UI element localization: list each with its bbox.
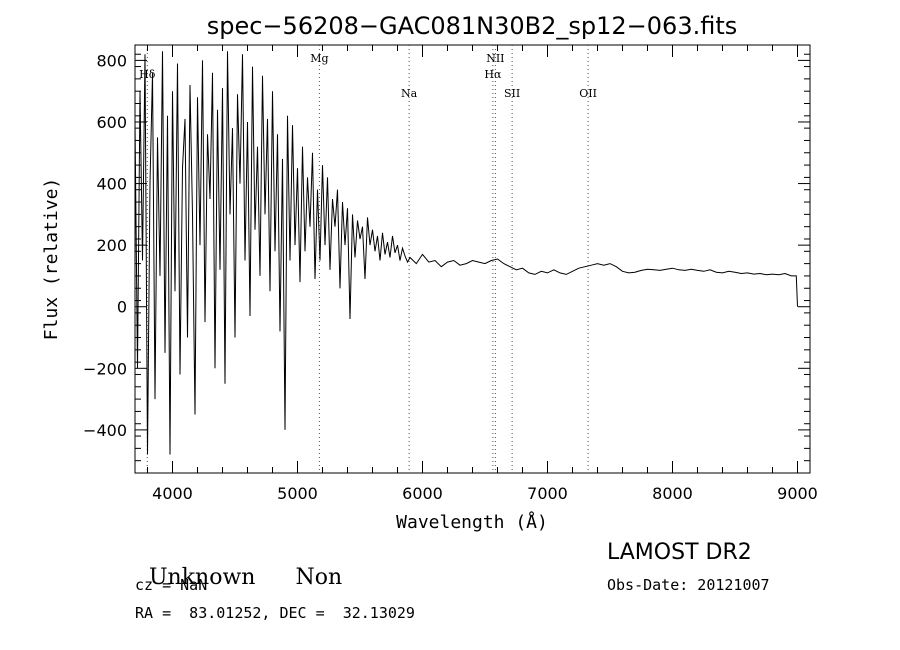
class-label: Unknown xyxy=(149,565,256,590)
line-label: Hδ xyxy=(139,68,156,81)
y-tick-label: 200 xyxy=(96,236,127,255)
classification: Unknown Non xyxy=(135,540,342,590)
y-tick-label: −400 xyxy=(83,421,127,440)
spectrum-line xyxy=(134,51,798,455)
line-label: Na xyxy=(401,87,418,100)
line-label: NII xyxy=(486,52,504,65)
y-tick-label: 800 xyxy=(96,51,127,70)
x-tick-label: 9000 xyxy=(777,484,818,503)
line-label: Hα xyxy=(484,68,502,81)
line-label: SII xyxy=(504,87,520,100)
line-label: OII xyxy=(579,87,597,100)
subclass-label: Non xyxy=(295,565,343,590)
coordinates-text: RA = 83.01252, DEC = 32.13029 xyxy=(135,604,415,622)
line-markers xyxy=(146,45,589,473)
y-tick-label: 400 xyxy=(96,175,127,194)
y-tick-label: −200 xyxy=(83,359,127,378)
redshift-text: cz = NaN xyxy=(135,576,208,594)
obs-date-text: Obs-Date: 20121007 xyxy=(607,576,770,594)
chart-title: spec−56208−GAC081N30B2_sp12−063.fits xyxy=(207,12,738,40)
tick-labels: 4000 5000 6000 7000 8000 9000 −400 −200 0 200 400 6… xyxy=(83,51,818,503)
x-tick-label: 4000 xyxy=(152,484,193,503)
x-tick-label: 8000 xyxy=(652,484,693,503)
y-tick-label: 600 xyxy=(96,113,127,132)
axis-ticks xyxy=(135,45,810,473)
y-axis-label: Flux (relative) xyxy=(41,178,62,341)
line-label: Mg xyxy=(310,52,328,65)
x-axis-label: Wavelength (Å) xyxy=(396,511,548,533)
x-tick-label: 6000 xyxy=(402,484,443,503)
x-tick-label: 7000 xyxy=(527,484,568,503)
x-tick-label: 5000 xyxy=(277,484,318,503)
survey-label: LAMOST DR2 xyxy=(607,540,752,565)
y-tick-label: 0 xyxy=(117,298,127,317)
